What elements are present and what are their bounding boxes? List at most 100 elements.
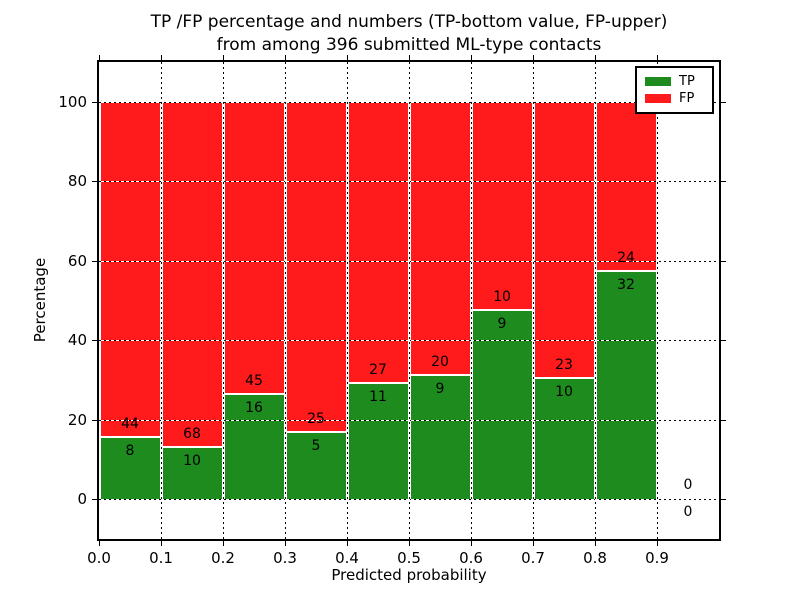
x-axis-title: Predicted probability	[331, 566, 487, 584]
annotation-tp-count: 9	[497, 315, 507, 332]
annotation-fp-count: 23	[555, 356, 573, 373]
bar-segment-tp	[596, 272, 656, 500]
x-tick-top	[533, 55, 534, 62]
x-tick-bottom	[657, 539, 658, 546]
annotation-tp-count: 11	[369, 389, 387, 406]
gridline-x-0.1	[161, 62, 162, 539]
legend-label-tp: TP	[679, 74, 695, 89]
legend-swatch-tp	[645, 77, 671, 86]
bar-segment-fp	[224, 101, 284, 395]
bar-segment-tp	[286, 433, 346, 500]
x-tick-top	[595, 55, 596, 62]
x-tick-bottom	[347, 539, 348, 546]
x-tick-bottom	[99, 539, 100, 546]
y-tick-left	[92, 181, 99, 183]
bar-segment-fp	[596, 101, 656, 273]
legend-label-fp: FP	[679, 91, 695, 106]
x-tick-label-0.2: 0.2	[211, 549, 235, 567]
bar-segment-fp	[534, 101, 594, 379]
legend-entry-tp: TP	[645, 73, 712, 90]
annotation-fp-count: 0	[683, 477, 693, 494]
x-tick-label-0.4: 0.4	[335, 549, 359, 567]
x-tick-bottom	[161, 539, 162, 546]
bar-segment-tp	[472, 310, 532, 500]
bar-segment-fp	[162, 101, 222, 449]
x-tick-top	[347, 55, 348, 62]
y-tick-right	[719, 101, 726, 103]
x-tick-label-0.6: 0.6	[459, 549, 483, 567]
gridline-x-0.6	[471, 62, 472, 539]
y-tick-right	[719, 499, 726, 501]
bar-segment-fp	[472, 101, 532, 311]
x-tick-top	[409, 55, 410, 62]
x-tick-bottom	[223, 539, 224, 546]
bar-segment-fp	[286, 101, 346, 433]
x-tick-top	[161, 55, 162, 62]
annotation-fp-count: 45	[245, 372, 263, 389]
y-tick-label-80: 80	[67, 172, 87, 191]
annotation-tp-count: 10	[183, 453, 201, 470]
x-tick-label-0.7: 0.7	[521, 549, 545, 567]
annotation-fp-count: 20	[431, 353, 449, 370]
y-tick-right	[719, 419, 726, 421]
y-tick-right	[719, 340, 726, 342]
x-tick-label-0.0: 0.0	[87, 549, 111, 567]
x-tick-bottom	[409, 539, 410, 546]
legend: TP FP	[635, 66, 714, 114]
x-tick-top	[657, 55, 658, 62]
x-tick-top	[285, 55, 286, 62]
y-tick-label-20: 20	[67, 410, 87, 429]
y-tick-right	[719, 260, 726, 262]
bar-segment-tp	[100, 438, 160, 500]
y-tick-label-0: 0	[77, 490, 87, 509]
x-tick-label-0.9: 0.9	[645, 549, 669, 567]
y-tick-label-100: 100	[58, 92, 87, 111]
x-tick-top	[471, 55, 472, 62]
y-tick-right	[719, 181, 726, 183]
gridline-x-0.4	[347, 62, 348, 539]
annotation-tp-count: 10	[555, 383, 573, 400]
chart-title: TP /FP percentage and numbers (TP-bottom…	[99, 11, 719, 57]
annotation-fp-count: 44	[121, 416, 139, 433]
gridline-x-0.8	[595, 62, 596, 539]
annotation-fp-count: 27	[369, 362, 387, 379]
gridline-x-0.2	[223, 62, 224, 539]
annotation-tp-count: 8	[125, 443, 135, 460]
bar-segment-tp	[162, 448, 222, 500]
y-tick-left	[92, 340, 99, 342]
bar-segment-fp	[100, 101, 160, 439]
x-tick-bottom	[533, 539, 534, 546]
y-tick-left	[92, 419, 99, 421]
bar-segment-tp	[534, 378, 594, 500]
bar-segment-tp	[224, 394, 284, 500]
y-tick-left	[92, 260, 99, 262]
gridline-x-0.7	[533, 62, 534, 539]
x-tick-label-0.5: 0.5	[397, 549, 421, 567]
annotation-tp-count: 9	[435, 380, 445, 397]
y-tick-left	[92, 499, 99, 501]
x-tick-bottom	[595, 539, 596, 546]
x-tick-label-0.1: 0.1	[149, 549, 173, 567]
x-tick-label-0.8: 0.8	[583, 549, 607, 567]
gridline-x-0.3	[285, 62, 286, 539]
gridline-x-0.9	[657, 62, 658, 539]
annotation-tp-count: 16	[245, 399, 263, 416]
bar-segment-fp	[348, 101, 408, 385]
chart-title-line2: from among 396 submitted ML-type contact…	[216, 35, 602, 55]
bar-segment-tp	[348, 384, 408, 500]
y-tick-left	[92, 101, 99, 103]
y-tick-label-40: 40	[67, 331, 87, 350]
annotation-tp-count: 32	[617, 277, 635, 294]
y-axis-title: Percentage	[31, 257, 49, 343]
annotation-fp-count: 24	[617, 250, 635, 267]
annotation-fp-count: 25	[307, 411, 325, 427]
x-tick-top	[99, 55, 100, 62]
x-tick-bottom	[471, 539, 472, 546]
annotation-tp-count: 5	[311, 438, 321, 454]
plot-area: TP FP 44 8 68 10 45 16 25 5 27 11 20 9 10 9 23 10 24 32 0 0…	[58, 55, 726, 567]
gridline-x-0.5	[409, 62, 410, 539]
bar-segment-tp	[410, 375, 470, 500]
x-tick-top	[223, 55, 224, 62]
chart-title-line1: TP /FP percentage and numbers (TP-bottom…	[150, 12, 668, 32]
